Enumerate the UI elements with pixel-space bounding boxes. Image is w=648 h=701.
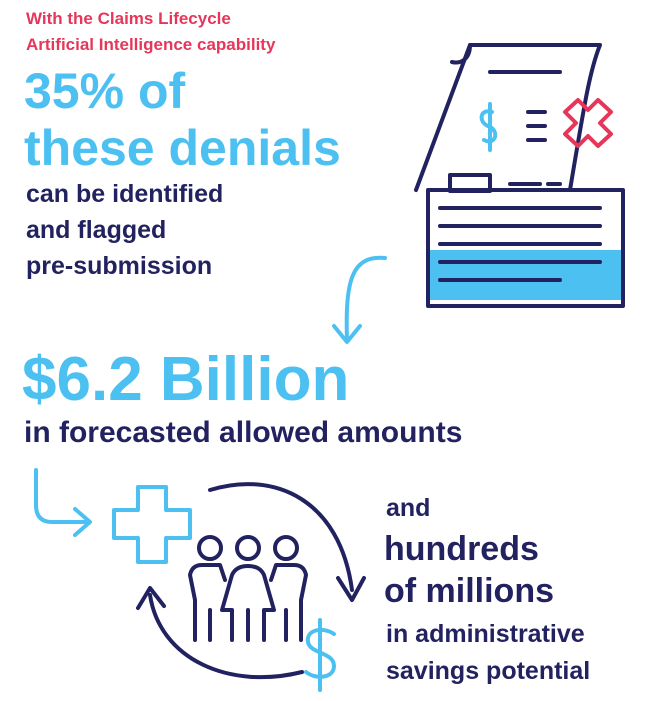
arrow [334, 258, 385, 342]
dollar-icon [306, 620, 334, 690]
cross-icon [114, 487, 190, 562]
intro-line: With the Claims Lifecycle [26, 9, 231, 28]
detail: in forecasted allowed amounts [24, 416, 462, 449]
people-icon [190, 537, 306, 640]
headline: these denials [24, 120, 341, 176]
detail: savings potential [386, 657, 590, 685]
detail: can be identified [26, 180, 223, 208]
cycle-arrow [138, 588, 302, 677]
cycle-arrow [210, 484, 364, 600]
detail: in administrative [386, 620, 585, 648]
headline: 35% of [24, 63, 186, 119]
headline: hundreds [384, 530, 539, 568]
detail: pre-submission [26, 252, 212, 280]
document-icon [416, 45, 623, 306]
detail: and flagged [26, 216, 166, 244]
infographic: With the Claims Lifecycle Artificial Int… [0, 0, 648, 701]
arrow [36, 470, 90, 535]
intro-line: Artificial Intelligence capability [26, 35, 276, 54]
headline: of millions [384, 572, 554, 610]
lead: and [386, 494, 430, 522]
headline: $6.2 Billion [22, 345, 349, 414]
